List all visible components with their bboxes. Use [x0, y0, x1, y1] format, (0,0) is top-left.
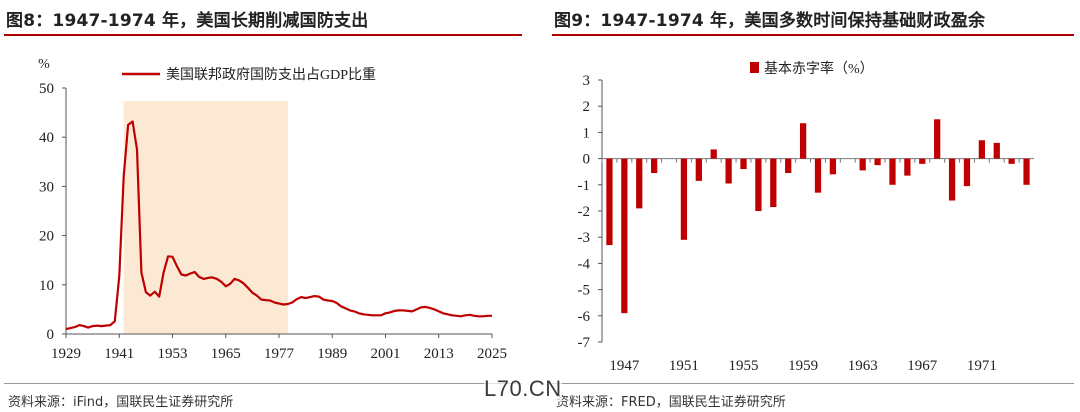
y-tick-label: 50 — [39, 81, 54, 97]
left-title-rule — [4, 34, 522, 36]
right-chart-panel: 图9：1947-1974 年，美国多数时间保持基础财政盈余 -7 -6 -5 -4 -3… — [548, 0, 1080, 412]
y-tick-label: -7 — [578, 335, 591, 351]
deficit-bar-1968 — [934, 119, 941, 159]
x-tick-label: 1951 — [669, 358, 699, 374]
deficit-bar-1951 — [680, 158, 688, 240]
deficit-bar-1973 — [1008, 158, 1015, 164]
right-title-rule — [552, 34, 1074, 36]
y-tick-label: -4 — [578, 256, 591, 272]
y-tick-label: 20 — [39, 229, 54, 245]
deficit-bar-1971 — [978, 140, 985, 159]
deficit-bar-1966 — [904, 158, 911, 176]
deficit-bar-1948 — [636, 158, 643, 209]
x-tick-label: 1967 — [907, 358, 938, 374]
deficit-bar-1974 — [1023, 158, 1030, 185]
defense-share-series-line — [65, 120, 492, 331]
x-tick-label: 1965 — [211, 346, 241, 362]
primary-deficit-bar-chart: -7 -6 -5 -4 -3 -2 -1 0 1 2 3 1947 1951 1955 1959 1963 19… — [578, 60, 1034, 374]
right-source-note: 资料来源：FRED，国联民生证券研究所 — [556, 395, 786, 410]
x-tick-label: 1989 — [317, 346, 347, 362]
deficit-bar-1957 — [770, 158, 777, 208]
y-tick-label: 3 — [583, 73, 591, 89]
defense-spending-line-chart: % 0 10 20 30 40 50 1929 1941 1953 1965 1977 1989 2001… — [38, 57, 507, 362]
deficit-bar-1967 — [919, 158, 926, 164]
deficit-bar-1956 — [755, 158, 762, 211]
y-tick-label: 0 — [583, 152, 591, 168]
x-tick-label: 1953 — [158, 346, 188, 362]
x-tick-label: 2013 — [424, 346, 454, 362]
x-tick-label: 1955 — [729, 358, 759, 374]
y-tick-label: -6 — [578, 309, 591, 325]
deficit-bar-1954 — [725, 158, 732, 184]
deficit-bar-1961 — [829, 158, 837, 175]
deficit-bar-1972 — [993, 142, 1000, 159]
right-source-rule — [552, 383, 1074, 384]
deficit-bar-1955 — [740, 158, 747, 170]
deficit-bar-1952 — [695, 158, 702, 181]
right-chart-title: 图9：1947-1974 年，美国多数时间保持基础财政盈余 — [554, 11, 986, 31]
y-tick-label: -2 — [578, 204, 591, 220]
x-tick-label: 1971 — [967, 358, 997, 374]
deficit-bar-1947 — [621, 158, 628, 314]
y-tick-label: 2 — [583, 99, 591, 115]
x-tick-label: 1977 — [264, 346, 295, 362]
legend-label: 基本赤字率（%） — [764, 60, 874, 77]
deficit-bar-1953 — [710, 149, 717, 159]
y-unit-label: % — [38, 57, 50, 72]
deficit-bar-1965 — [889, 158, 896, 185]
y-tick-label: -3 — [578, 230, 591, 246]
x-tick-label: 2001 — [371, 346, 401, 362]
legend-swatch — [750, 62, 759, 73]
y-tick-label: 30 — [39, 179, 54, 195]
left-chart-panel: 图8：1947-1974 年，美国长期削减国防支出 % 0 10 20 30 40 50 19… — [0, 0, 530, 412]
y-tick-label: 0 — [47, 327, 55, 343]
x-tick-label: 1963 — [848, 358, 878, 374]
y-tick-label: -1 — [578, 178, 591, 194]
legend-label: 美国联邦政府国防支出占GDP比重 — [166, 67, 376, 83]
left-source-note: 资料来源：iFind，国联民生证券研究所 — [8, 395, 234, 410]
x-tick-label: 1959 — [788, 358, 818, 374]
left-source-rule — [4, 383, 522, 384]
deficit-bar-1969 — [948, 158, 956, 201]
deficit-bar-1970 — [963, 158, 971, 187]
left-chart-title: 图8：1947-1974 年，美国长期削减国防支出 — [6, 11, 369, 31]
x-tick-label: 1947 — [609, 358, 640, 374]
watermark-logo: L70.CN — [484, 376, 562, 402]
x-tick-label: 1941 — [104, 346, 134, 362]
deficit-bar-1949 — [651, 158, 658, 174]
deficit-bar-1964 — [874, 158, 881, 166]
deficit-bar-1959 — [799, 123, 807, 159]
x-tick-label: 1929 — [51, 346, 81, 362]
x-tick-label: 2025 — [477, 346, 507, 362]
y-tick-label: -5 — [578, 283, 591, 299]
deficit-bar-1963 — [859, 158, 866, 171]
y-tick-label: 10 — [39, 278, 54, 294]
deficit-bar-1958 — [785, 158, 792, 174]
deficit-bar-1946 — [606, 158, 613, 246]
y-tick-label: 1 — [583, 125, 591, 141]
deficit-bar-1960 — [814, 158, 822, 193]
y-tick-label: 40 — [39, 130, 54, 146]
